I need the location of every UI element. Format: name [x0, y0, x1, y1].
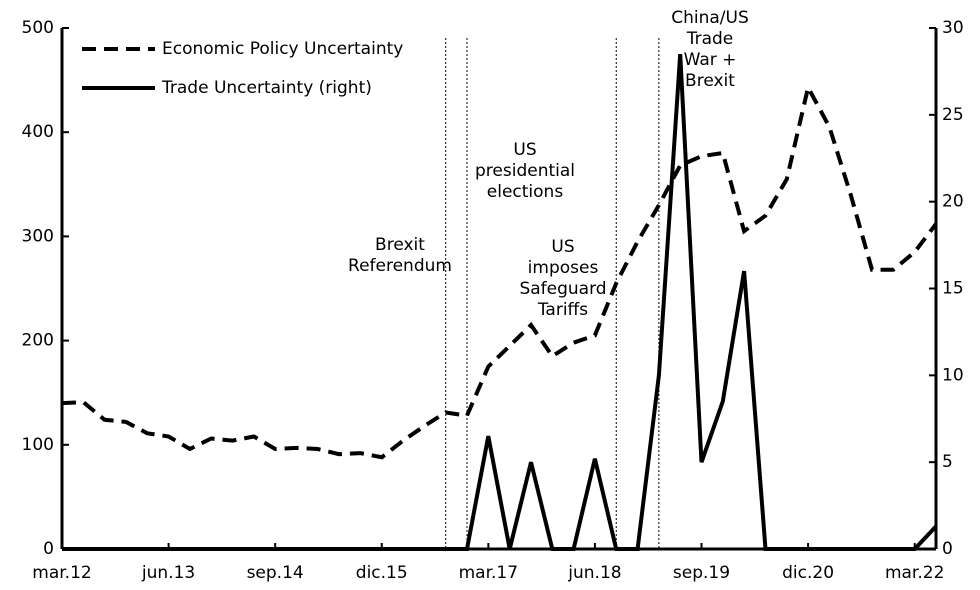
legend-label: Trade Uncertainty (right): [161, 78, 372, 98]
y2-tick-label: 30: [942, 18, 964, 38]
event-label: Trade: [686, 29, 734, 49]
x-tick-label: sep.19: [673, 563, 730, 583]
event-label: imposes: [528, 258, 599, 278]
x-tick-label: mar.12: [32, 563, 91, 583]
y2-tick-label: 15: [942, 279, 964, 299]
event-label: Brexit: [375, 235, 425, 255]
event-label: Safeguard: [519, 279, 606, 299]
event-label: elections: [487, 182, 564, 202]
x-tick-label: mar.17: [459, 563, 518, 583]
x-tick-label: jun.13: [141, 563, 195, 583]
event-label: presidential: [475, 161, 575, 181]
y2-tick-label: 20: [942, 192, 964, 212]
y-tick-label: 200: [22, 331, 54, 351]
series-line: [61, 81, 938, 460]
y-tick-label: 300: [22, 226, 54, 246]
y-tick-label: 0: [43, 539, 54, 559]
x-tick-label: dic.15: [356, 563, 408, 583]
event-label: US: [513, 140, 536, 160]
event-label: Referendum: [348, 256, 452, 276]
y-tick-label: 100: [22, 435, 54, 455]
y-tick-label: 500: [22, 18, 54, 38]
y2-tick-label: 25: [942, 105, 964, 125]
y2-tick-label: 5: [942, 452, 953, 472]
y2-tick-label: 0: [942, 539, 953, 559]
y-tick-label: 400: [22, 122, 54, 142]
event-label: War +: [684, 50, 737, 70]
event-label: China/US: [671, 8, 749, 28]
legend-label: Economic Policy Uncertainty: [162, 39, 403, 59]
event-label: US: [551, 237, 574, 257]
x-tick-label: dic.20: [782, 563, 834, 583]
event-label: Tariffs: [537, 300, 588, 320]
x-tick-label: mar.22: [885, 563, 944, 583]
x-tick-label: sep.14: [247, 563, 304, 583]
x-tick-label: jun.18: [567, 563, 621, 583]
y2-tick-label: 10: [942, 365, 964, 385]
event-label: Brexit: [685, 71, 735, 91]
series-line: [62, 53, 938, 551]
